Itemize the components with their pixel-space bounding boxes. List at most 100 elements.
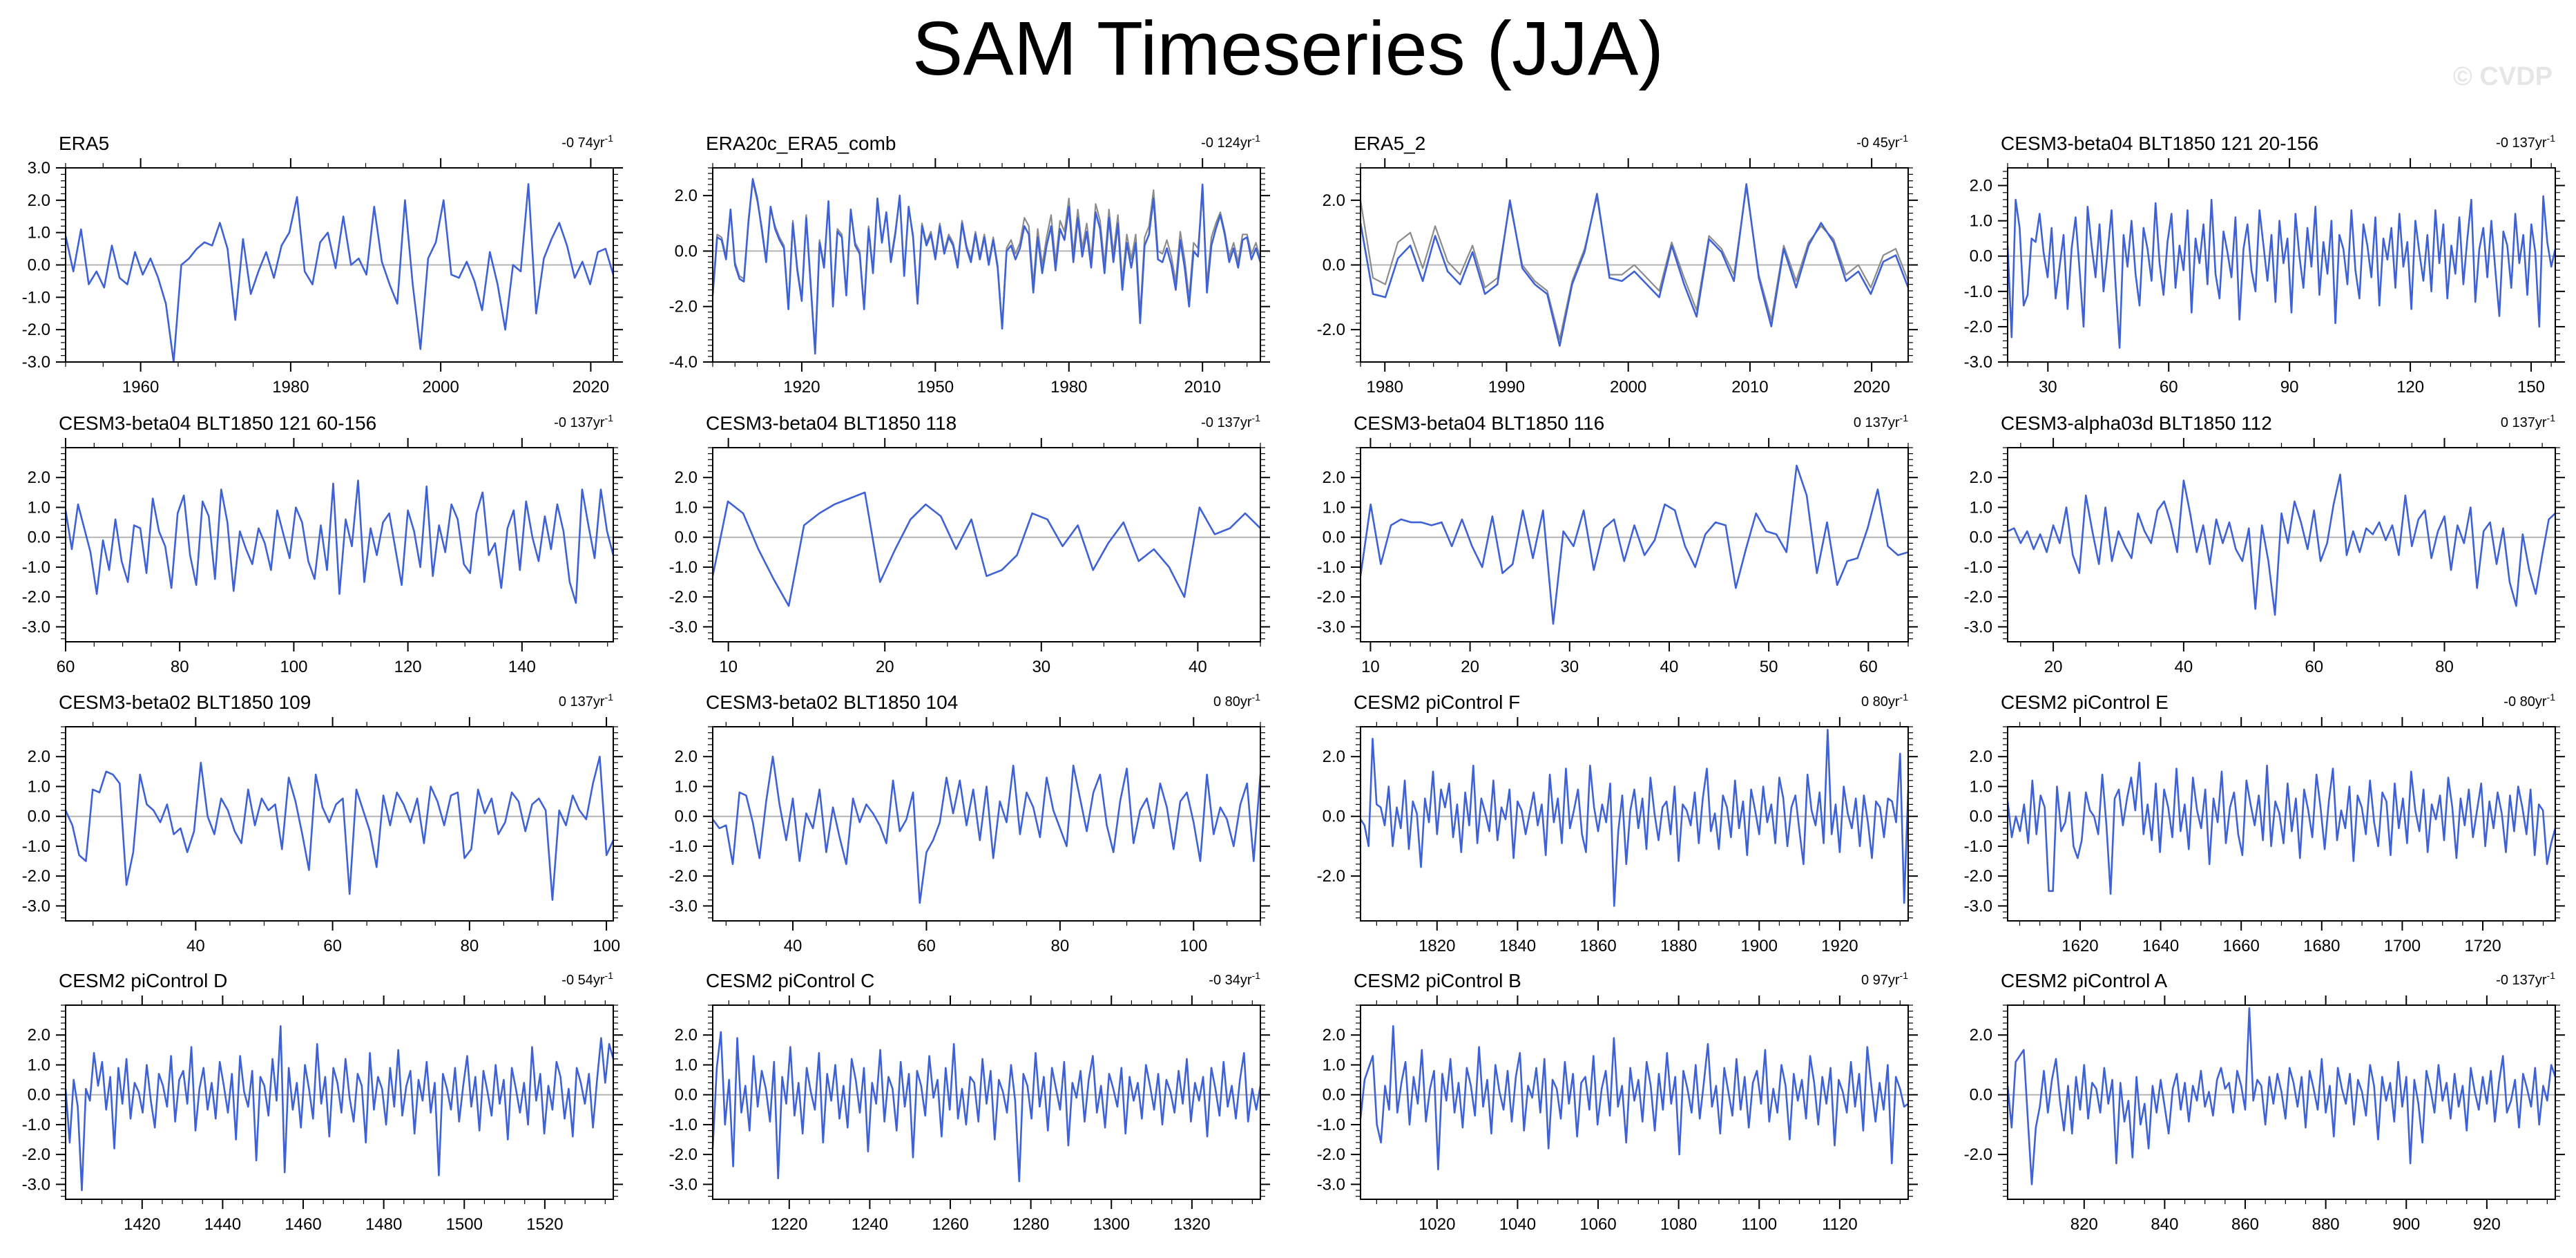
x-tick-label: 60: [57, 658, 75, 676]
plot-frame: [2007, 167, 2556, 363]
panel-name: CESM3-beta04 BLT1850 121 60-156: [59, 412, 376, 434]
x-tick-label: 2010: [1184, 378, 1220, 397]
x-tick-label: 2020: [573, 378, 609, 397]
series-line-1: [711, 1031, 1262, 1183]
y-tick-label: -1.0: [22, 288, 50, 307]
y-tick-label: -1.0: [22, 837, 50, 856]
trend-exponent: -1: [1252, 133, 1261, 144]
y-tick-label: 2.0: [1970, 468, 1992, 487]
y-tick-label: -3.0: [669, 618, 698, 636]
y-tick-label: -1.0: [22, 1116, 50, 1134]
trend-exponent: -1: [2547, 970, 2556, 981]
y-tick-label: 2.0: [28, 191, 50, 210]
y-tick-label: -2.0: [1317, 588, 1345, 607]
x-tick-label: 1460: [285, 1215, 321, 1234]
x-tick-label: 1700: [2384, 937, 2421, 955]
panel-trend: 0 137yr-1: [559, 692, 613, 709]
x-tick-label: 10: [719, 658, 738, 676]
y-tick-label: -4.0: [669, 353, 698, 372]
panel-1: 1960 1980 2000 2020 -3.0 -2.0 -1.0 0.0 1.0 2.0 3.0…: [22, 133, 623, 397]
x-tick-label: 1840: [1499, 937, 1536, 955]
y-tick-label: -1.0: [669, 837, 698, 856]
y-tick-label: 1.0: [1323, 1056, 1345, 1074]
x-tick-label: 100: [1180, 937, 1207, 955]
y-tick-label: -1.0: [1964, 558, 1992, 577]
x-tick-label: 1040: [1499, 1215, 1536, 1234]
x-tick-label: 1720: [2464, 937, 2501, 955]
x-tick-label: 1020: [1419, 1215, 1455, 1234]
series-line-1: [2006, 761, 2557, 895]
y-tick-label: -1.0: [1317, 558, 1345, 577]
panel-trend: -0 137yr-1: [2496, 970, 2555, 988]
panel-12: 1620 1640 1660 1680 1700 1720 -3.0 -2.0 -1.0 0.0 1…: [1964, 692, 2565, 955]
x-tick-label: 10: [1361, 658, 1380, 676]
y-tick-label: 0.0: [28, 1086, 50, 1105]
x-tick-label: 1420: [124, 1215, 160, 1234]
x-tick-label: 80: [1051, 937, 1070, 955]
x-tick-label: 1220: [771, 1215, 807, 1234]
panel-11: 1820 1840 1860 1880 1900 1920 -2.0 0.0 2.0 CESM2 …: [1317, 692, 1918, 955]
panel-13: 1420 1440 1460 1480 1500 1520 -3.0 -2.0 -1.0 0.0 1…: [22, 970, 623, 1234]
panel-3: 1980 1990 2000 2010 2020 -2.0 0.0 2.0 ERA5_2 -0 4…: [1317, 133, 1918, 397]
y-tick-label: -2.0: [22, 867, 50, 886]
y-tick-label: 2.0: [1970, 1026, 1992, 1045]
y-tick-label: 0.0: [675, 1086, 698, 1105]
x-tick-label: 40: [784, 937, 802, 955]
trend-exponent: -1: [1900, 133, 1909, 144]
plot-frame: [65, 726, 614, 922]
y-tick-label: 1.0: [675, 498, 698, 517]
x-tick-label: 1500: [446, 1215, 483, 1234]
panel-trend: -0 137yr-1: [1201, 412, 1260, 430]
y-tick-label: -3.0: [22, 353, 50, 372]
x-tick-label: 1980: [272, 378, 309, 397]
x-tick-label: 20: [1461, 658, 1479, 676]
y-tick-label: 0.0: [28, 256, 50, 275]
panel-5: 60 80 100 120 140 -3.0 -2.0 -1.0 0.0 1.0 2.0 CESM3-…: [22, 412, 623, 676]
x-tick-label: 2000: [1610, 378, 1646, 397]
y-tick-label: 1.0: [28, 498, 50, 517]
panel-name: CESM2 piControl C: [706, 970, 874, 991]
x-tick-label: 900: [2392, 1215, 2420, 1234]
y-tick-label: 0.0: [675, 808, 698, 826]
y-tick-label: -2.0: [1964, 318, 1992, 336]
trend-exponent: -1: [2547, 133, 2556, 144]
y-tick-label: -3.0: [1317, 1175, 1345, 1194]
series-line-1: [711, 178, 1262, 355]
x-tick-label: 1820: [1419, 937, 1455, 955]
panel-trend: 0 137yr-1: [2501, 412, 2555, 430]
y-tick-label: 2.0: [1970, 177, 1992, 196]
y-tick-label: -2.0: [1317, 321, 1345, 339]
x-tick-label: 30: [1560, 658, 1579, 676]
y-tick-label: -1.0: [1964, 283, 1992, 301]
series-line-1: [2006, 1007, 2557, 1185]
trend-exponent: -1: [605, 692, 614, 703]
y-tick-label: -3.0: [669, 897, 698, 915]
y-tick-label: -3.0: [1964, 353, 1992, 372]
x-tick-label: 100: [593, 937, 620, 955]
y-tick-label: 1.0: [28, 1056, 50, 1074]
panel-8: 20 40 60 80 -3.0 -2.0 -1.0 0.0 1.0 2.0 CESM3-alpha…: [1964, 412, 2565, 676]
x-tick-label: 1950: [917, 378, 954, 397]
x-tick-label: 60: [1859, 658, 1878, 676]
y-tick-label: -1.0: [669, 558, 698, 577]
y-tick-label: 0.0: [28, 808, 50, 826]
x-tick-label: 30: [2039, 378, 2057, 397]
x-tick-label: 860: [2231, 1215, 2259, 1234]
y-tick-label: 0.0: [675, 242, 698, 260]
x-tick-label: 1660: [2222, 937, 2259, 955]
x-tick-label: 80: [171, 658, 189, 676]
y-tick-label: 2.0: [675, 468, 698, 487]
trend-exponent: -1: [605, 133, 614, 144]
trend-exponent: -1: [2547, 412, 2556, 423]
panel-trend: -0 137yr-1: [554, 412, 613, 430]
x-tick-label: 30: [1032, 658, 1050, 676]
series-line-2: [1359, 187, 1910, 341]
x-tick-label: 120: [394, 658, 422, 676]
x-tick-label: 60: [917, 937, 936, 955]
series-line-1: [2006, 195, 2557, 349]
panel-name: CESM3-beta02 BLT1850 104: [706, 692, 958, 713]
y-tick-label: 2.0: [675, 747, 698, 766]
plot-frame: [65, 1004, 614, 1200]
page-title: SAM Timeseries (JJA): [912, 6, 1664, 91]
x-tick-label: 820: [2070, 1215, 2098, 1234]
